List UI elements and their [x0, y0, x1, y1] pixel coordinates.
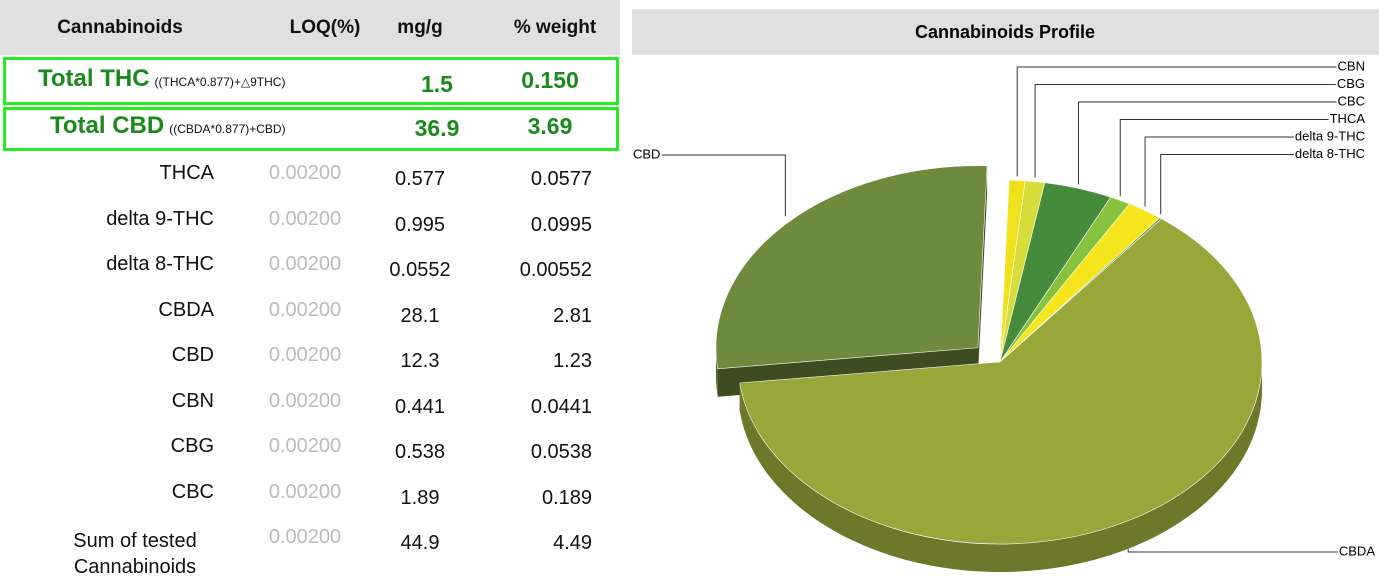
row-pct: 1.23 [553, 350, 592, 372]
table-header-bg [0, 0, 620, 55]
total-name: Total THC [38, 65, 150, 92]
row-pct: 0.0538 [530, 441, 592, 463]
row-pct: 0.189 [541, 486, 592, 509]
chart-title: Cannabinoids Profile [915, 22, 1095, 42]
column-header: % weight [513, 17, 597, 38]
row-pct: 0.00552 [519, 259, 592, 281]
row-loq: 0.00200 [268, 298, 342, 321]
total-label: Total CBD ((CBDA*0.877)+CBD) [50, 112, 286, 140]
total-pct: 3.69 [527, 113, 573, 139]
row-pct: 4.49 [553, 532, 592, 554]
row-name: delta 8-THC [106, 253, 214, 275]
row-pct: 2.81 [553, 304, 592, 327]
row-loq: 0.00200 [268, 162, 342, 184]
column-header: mg/g [397, 17, 443, 38]
slice-label: CBC [1338, 93, 1365, 108]
row-name: CBD [171, 344, 214, 366]
leader-line [1077, 101, 1337, 185]
row-loq: 0.00200 [268, 526, 342, 548]
column-header: LOQ(%) [289, 17, 361, 38]
row-pct: 0.0995 [530, 213, 592, 236]
row-mg: 0.538 [394, 441, 446, 463]
row-mg: 44.9 [400, 532, 440, 554]
chart-header-bg [632, 9, 1379, 55]
total-name: Total CBD [50, 112, 165, 139]
row-name: THCA [159, 162, 214, 184]
leader-line [1119, 119, 1329, 197]
row-mg: 0.577 [394, 168, 446, 190]
slice-label: CBN [1338, 58, 1365, 73]
slice-wall [977, 165, 988, 376]
row-loq: 0.00200 [268, 435, 342, 457]
row-loq: 0.00200 [268, 253, 342, 275]
row-mg: 12.3 [400, 350, 440, 372]
total-box [3, 107, 619, 151]
row-name: CBN [171, 389, 214, 412]
row-mg: 1.89 [400, 486, 440, 509]
leader-line [1144, 136, 1294, 207]
row-name: CBC [171, 480, 214, 503]
total-mg: 36.9 [414, 115, 460, 141]
slice-label: THCA [1330, 111, 1366, 126]
column-header: Cannabinoids [57, 17, 183, 38]
total-pct: 0.150 [521, 67, 579, 93]
row-pct: 0.0577 [530, 168, 592, 190]
total-label: Total THC ((THCA*0.877)+△9THC) [38, 65, 285, 93]
row-loq: 0.00200 [268, 480, 342, 503]
slice-label: CBG [1337, 76, 1365, 91]
row-name: Sum of tested Cannabinoids [73, 530, 197, 578]
row-mg: 28.1 [400, 304, 440, 327]
total-mg: 1.5 [421, 71, 453, 97]
slice-label: CBDA [1339, 543, 1375, 558]
row-name: delta 9-THC [106, 207, 214, 230]
row-mg: 0.995 [394, 213, 446, 236]
total-box [3, 57, 619, 105]
total-formula: ((CBDA*0.877)+CBD) [169, 122, 286, 136]
slice-label: delta 9-THC [1295, 128, 1365, 143]
slice [715, 165, 988, 370]
row-mg: 0.441 [394, 395, 446, 418]
leader-line [1016, 66, 1337, 177]
row-name: CBG [170, 435, 214, 457]
leader-line [1034, 84, 1336, 178]
leader-line [1160, 154, 1294, 215]
slice-label: delta 8-THC [1295, 146, 1365, 161]
total-formula: ((THCA*0.877)+△9THC) [154, 75, 286, 89]
leader-line [661, 154, 786, 217]
row-pct: 0.0441 [530, 395, 592, 418]
row-loq: 0.00200 [268, 207, 342, 230]
row-loq: 0.00200 [268, 389, 342, 412]
row-name: CBDA [158, 298, 214, 321]
slice-label: CBD [633, 146, 660, 161]
row-loq: 0.00200 [268, 344, 342, 366]
row-mg: 0.0552 [389, 259, 451, 281]
slice [739, 218, 1263, 545]
leader-line [1127, 548, 1338, 553]
